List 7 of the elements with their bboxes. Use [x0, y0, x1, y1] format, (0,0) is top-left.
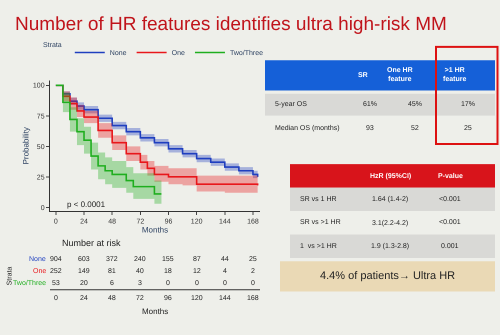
x-axis-title: Months [142, 226, 168, 235]
text: Months [142, 307, 168, 316]
y-axis-title: Probability [22, 127, 31, 164]
text: 4.4% of patients→ Ultra HR [320, 270, 456, 282]
chart-title: Number of HR features identifies ultra high-risk MM [15, 14, 447, 36]
annotation: p < 0.0001 [67, 200, 106, 209]
text: Number at risk [62, 238, 122, 248]
